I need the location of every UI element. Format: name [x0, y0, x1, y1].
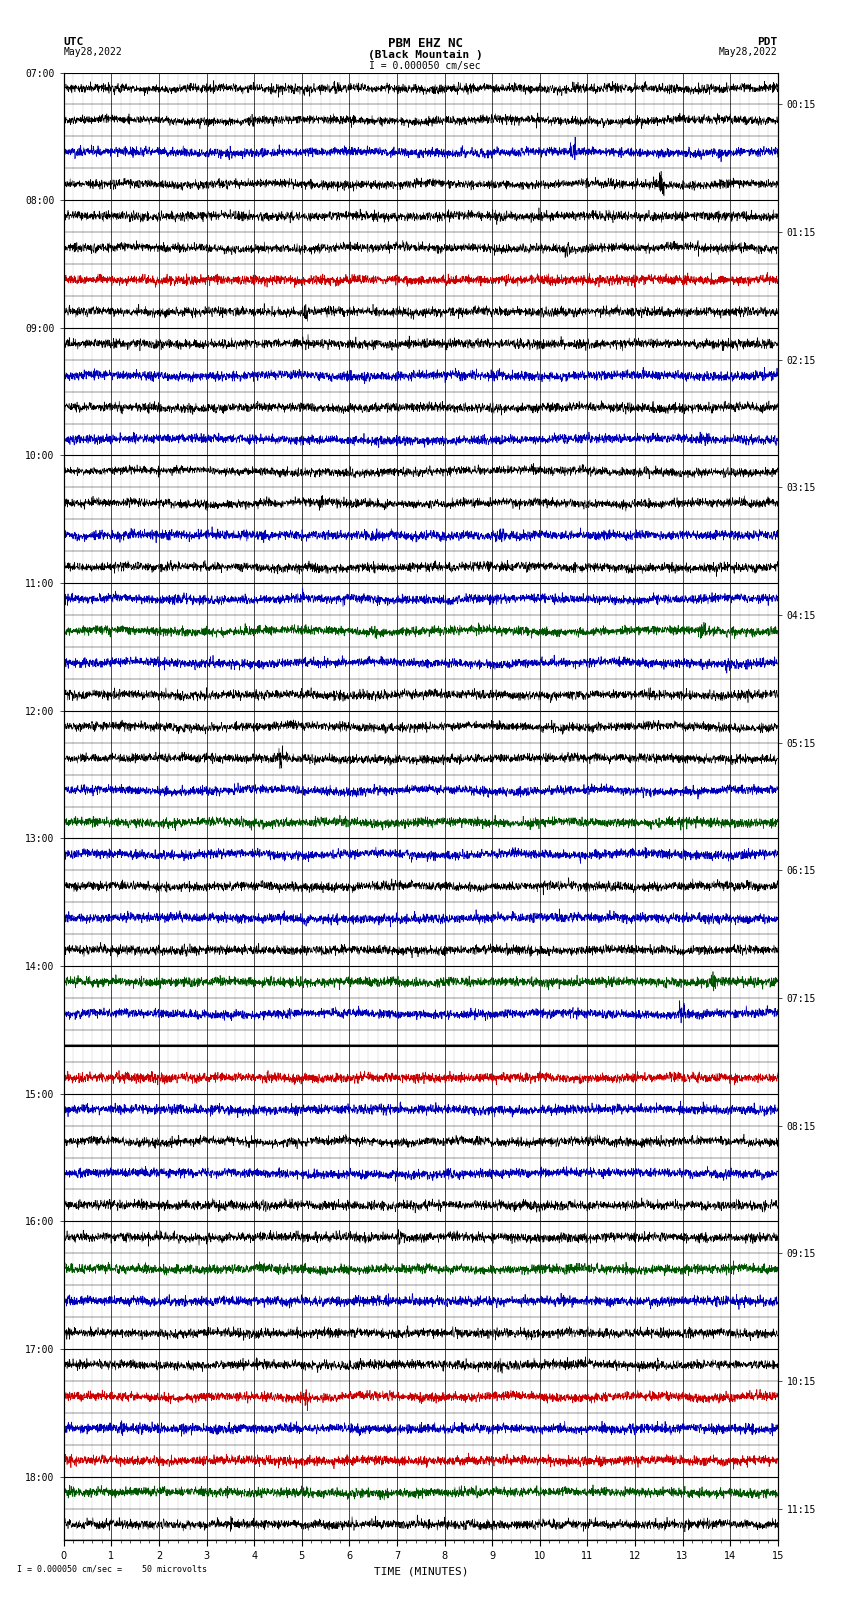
Text: UTC: UTC — [64, 37, 84, 47]
Text: May28,2022: May28,2022 — [719, 47, 778, 56]
Text: I = 0.000050 cm/sec: I = 0.000050 cm/sec — [369, 61, 481, 71]
Text: PBM EHZ NC: PBM EHZ NC — [388, 37, 462, 50]
Text: May28,2022: May28,2022 — [64, 47, 122, 56]
Text: PDT: PDT — [757, 37, 778, 47]
Text: I = 0.000050 cm/sec =    50 microvolts: I = 0.000050 cm/sec = 50 microvolts — [17, 1565, 207, 1574]
Text: (Black Mountain ): (Black Mountain ) — [367, 50, 483, 60]
X-axis label: TIME (MINUTES): TIME (MINUTES) — [373, 1566, 468, 1576]
